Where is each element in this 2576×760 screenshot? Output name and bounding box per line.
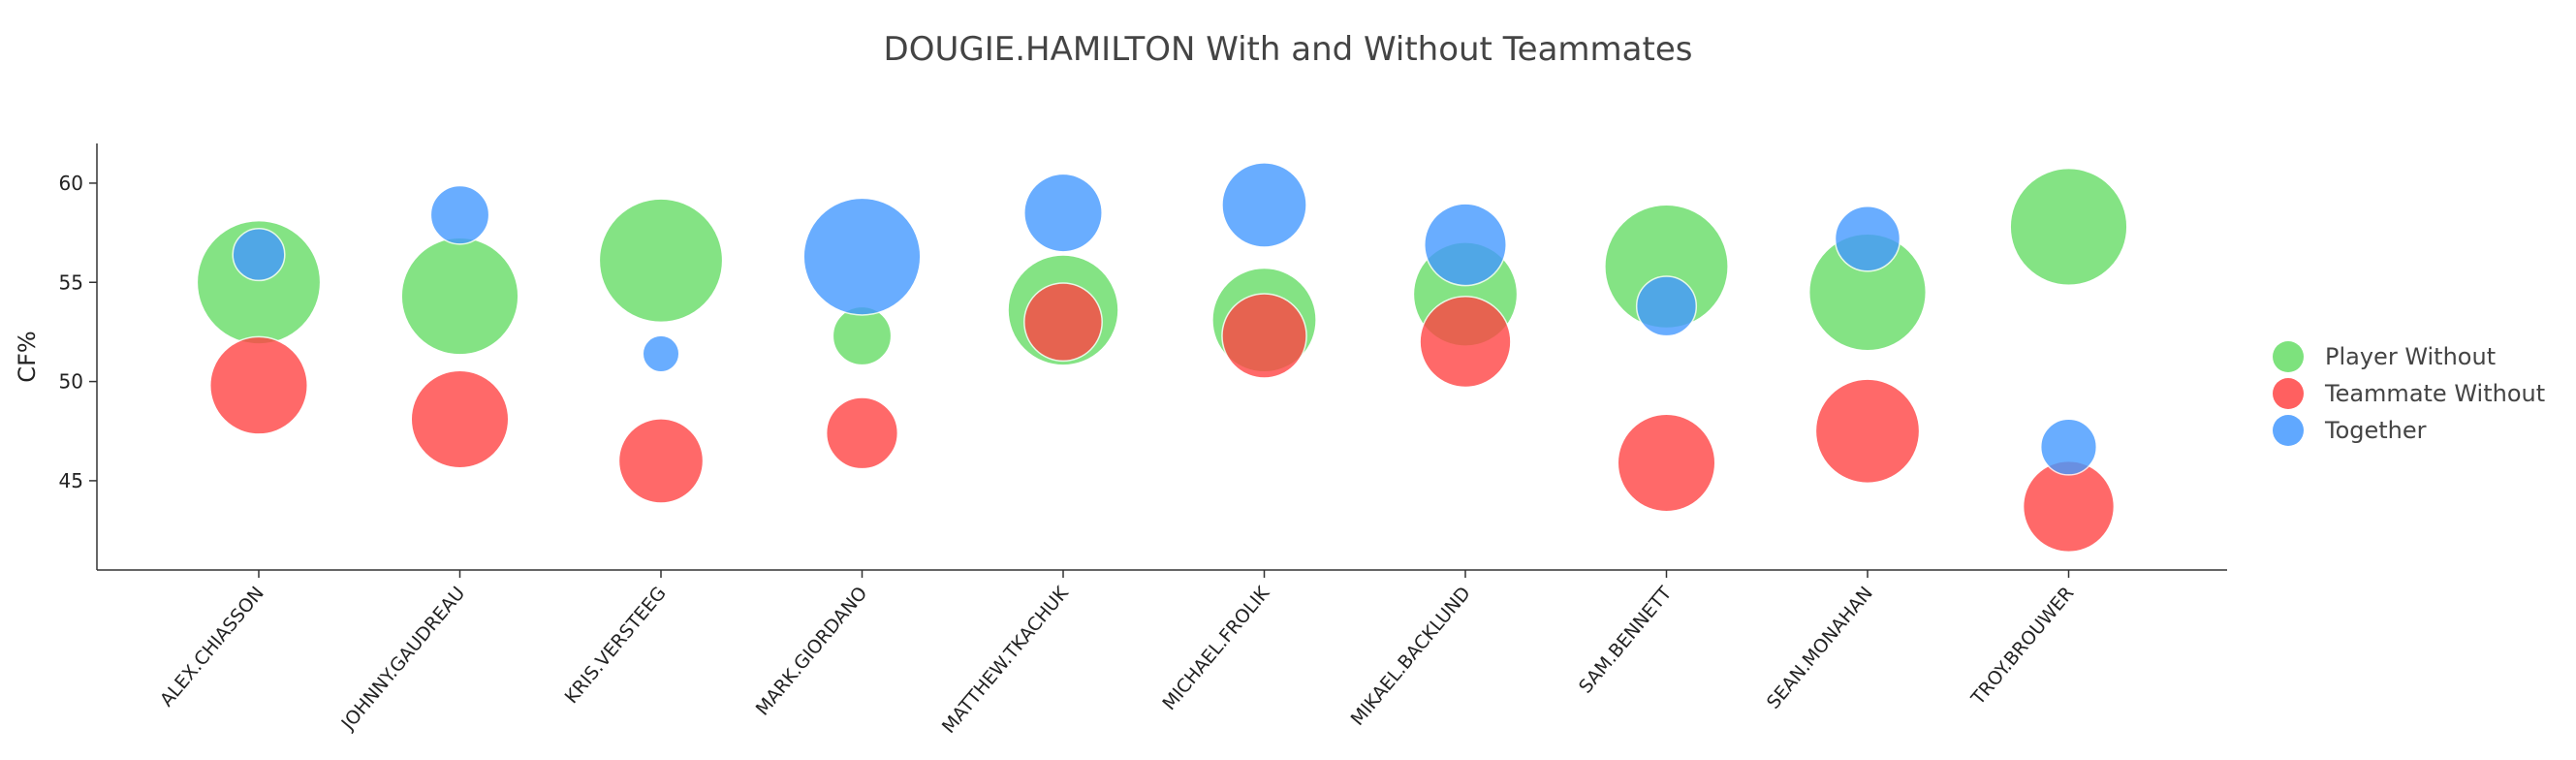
x-tick-label: MICHAEL.FROLIK [1158,583,1273,714]
x-tick-label: KRIS.VERSTEEG [561,583,671,708]
bubble-point[interactable] [1419,296,1512,389]
x-tick-label: TROY.BROUWER [1966,583,2078,710]
legend-marker [2273,415,2304,446]
legend-marker [2273,341,2304,372]
series-player-without [196,167,2128,373]
x-tick-label: MIKAEL.BACKLUND [1347,583,1475,730]
bubble-point[interactable] [400,237,519,356]
bubble-point[interactable] [2039,418,2098,476]
legend-item[interactable]: Teammate Without [2273,378,2545,409]
series-together [232,162,2098,476]
legend[interactable]: Player Without Teammate Without Together [2273,341,2545,446]
legend-label: Together [2324,417,2427,444]
bubble-point[interactable] [1424,203,1507,287]
bubble-point[interactable] [1023,173,1103,253]
x-tick-label: MATTHEW.TKACHUK [938,583,1073,738]
legend-marker [2273,378,2304,409]
bubble-point[interactable] [642,334,680,373]
bubble-point[interactable] [1023,282,1103,363]
y-tick-label: 60 [59,172,83,195]
bubble-point[interactable] [825,396,899,470]
legend-label: Teammate Without [2324,380,2545,407]
bubble-point[interactable] [1635,275,1698,337]
legend-label: Player Without [2325,343,2496,370]
bubble-point[interactable] [1814,378,1921,485]
bubble-point[interactable] [2009,167,2128,287]
bubble-point[interactable] [232,228,286,282]
y-tick-label: 45 [59,469,83,492]
bubble-point[interactable] [1221,293,1307,379]
x-tick-label: JOHNNY.GAUDREAU [337,583,470,735]
bubble-point[interactable] [617,418,705,504]
x-tick-label: MARK.GIORDANO [752,583,872,719]
y-tick-label: 55 [59,270,83,294]
legend-item[interactable]: Player Without [2273,341,2496,372]
bubble-point[interactable] [209,335,308,435]
series-teammate-without [209,282,2116,554]
bubble-point[interactable] [802,197,922,316]
bubble-point[interactable] [1221,162,1307,248]
chart-title: DOUGIE.HAMILTON With and Without Teammat… [884,30,1693,69]
y-axis-label: CF% [14,331,41,382]
x-tick-label: SAM.BENNETT [1575,583,1677,698]
legend-item[interactable]: Together [2273,415,2427,446]
bubbles [196,162,2128,554]
bubble-point[interactable] [1617,413,1716,513]
bubble-point[interactable] [598,198,724,324]
y-tick-label: 50 [59,370,83,394]
bubble-point[interactable] [410,369,510,469]
x-tick-label: SEAN.MONAHAN [1763,583,1877,713]
x-tick-label: ALEX.CHIASSON [156,583,268,711]
bubble-point[interactable] [429,184,490,245]
bubble-point[interactable] [1834,205,1901,272]
